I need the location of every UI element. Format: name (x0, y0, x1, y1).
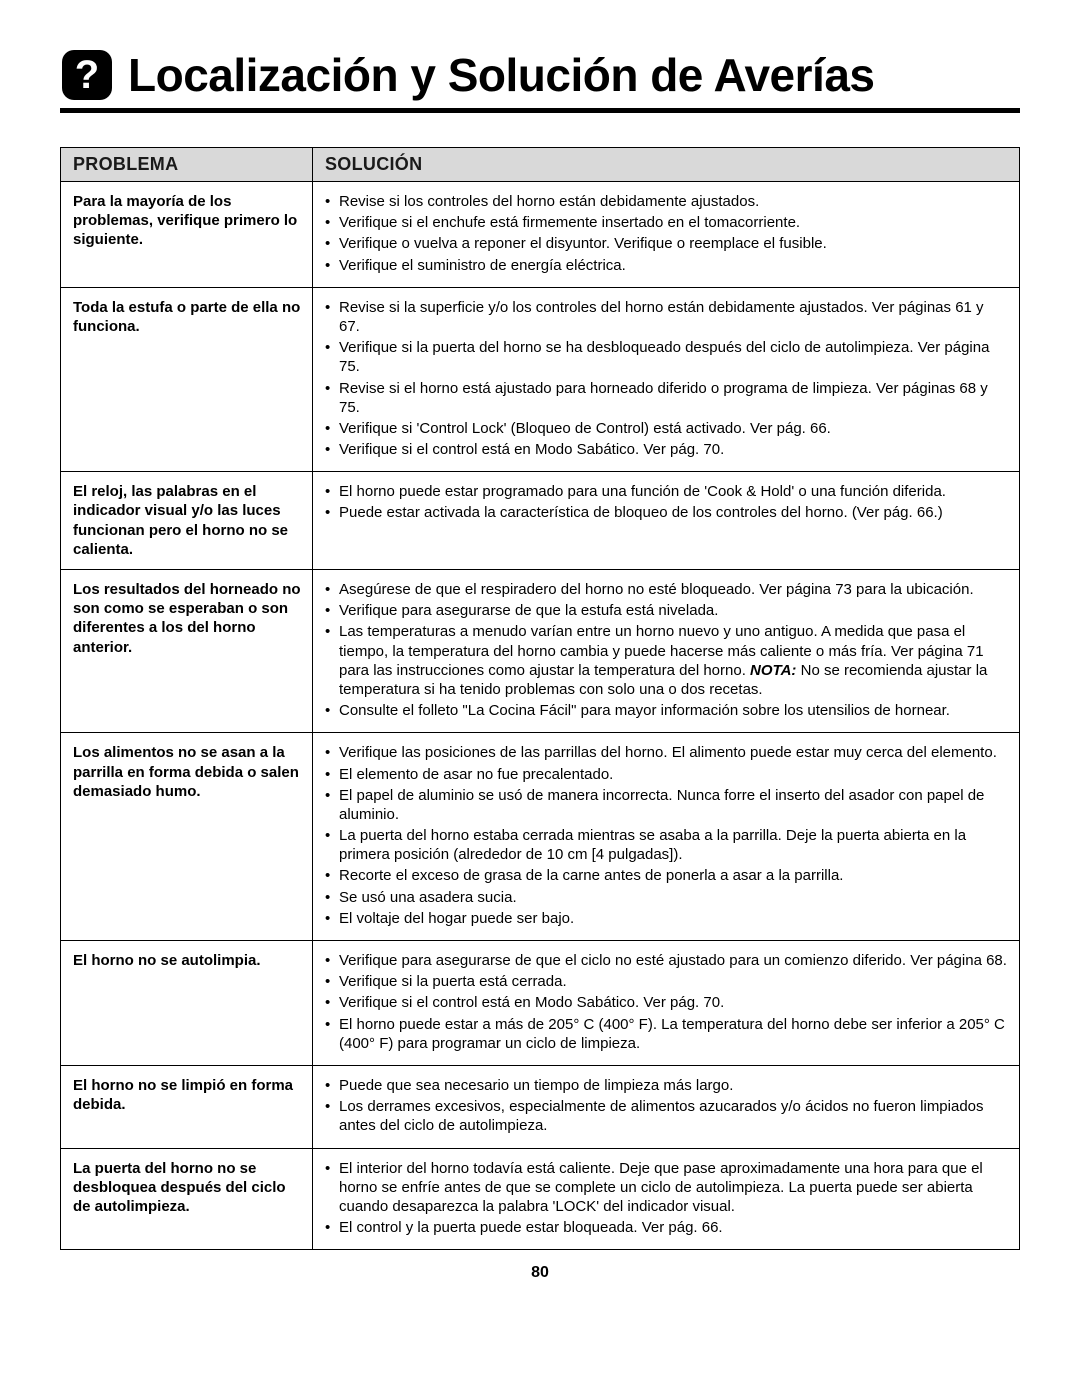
table-row: Los alimentos no se asan a la parrilla e… (61, 733, 1020, 941)
solution-item: Verifique si la puerta del horno se ha d… (325, 338, 1007, 376)
problem-cell: Los resultados del horneado no son como … (61, 570, 313, 733)
solution-item: El interior del horno todavía está calie… (325, 1159, 1007, 1217)
solution-cell: Verifique las posiciones de las parrilla… (313, 733, 1020, 941)
svg-text:?: ? (75, 53, 99, 97)
solution-item: Verifique si 'Control Lock' (Bloqueo de … (325, 419, 1007, 438)
problem-cell: El horno no se limpió en forma debida. (61, 1065, 313, 1148)
problem-cell: La puerta del horno no se desbloquea des… (61, 1148, 313, 1250)
table-row: El horno no se limpió en forma debida. Pu… (61, 1065, 1020, 1148)
solution-list: Asegúrese de que el respiradero del horn… (325, 580, 1007, 720)
table-row: El reloj, las palabras en el indicador v… (61, 472, 1020, 570)
solution-item: Puede estar activada la característica d… (325, 503, 1007, 522)
solution-cell: Puede que sea necesario un tiempo de lim… (313, 1065, 1020, 1148)
solution-list: El interior del horno todavía está calie… (325, 1159, 1007, 1238)
solution-item: Verifique las posiciones de las parrilla… (325, 743, 1007, 762)
page-number: 80 (60, 1264, 1020, 1282)
problem-cell: Toda la estufa o parte de ella no funcio… (61, 287, 313, 472)
solution-item: El voltaje del hogar puede ser bajo. (325, 909, 1007, 928)
page-title-row: ? Localización y Solución de Averías (60, 48, 1020, 102)
solution-item: La puerta del horno estaba cerrada mient… (325, 826, 1007, 864)
solution-item: El horno puede estar a más de 205° C (40… (325, 1015, 1007, 1053)
document-page: ? Localización y Solución de Averías PRO… (0, 0, 1080, 1397)
table-row: Toda la estufa o parte de ella no funcio… (61, 287, 1020, 472)
problem-cell: Para la mayoría de los problemas, verifi… (61, 182, 313, 288)
solution-list: Revise si los controles del horno están … (325, 192, 1007, 275)
solution-item: Puede que sea necesario un tiempo de lim… (325, 1076, 1007, 1095)
header-solution: SOLUCIÓN (313, 148, 1020, 182)
solution-cell: Revise si los controles del horno están … (313, 182, 1020, 288)
table-row: Para la mayoría de los problemas, verifi… (61, 182, 1020, 288)
solution-item: Asegúrese de que el respiradero del horn… (325, 580, 1007, 599)
solution-cell: El horno puede estar programado para una… (313, 472, 1020, 570)
solution-item: Verifique si el control está en Modo Sab… (325, 440, 1007, 459)
problem-cell: El reloj, las palabras en el indicador v… (61, 472, 313, 570)
solution-item: Verifique para asegurarse de que el cicl… (325, 951, 1007, 970)
title-underline (60, 108, 1020, 113)
problem-cell: Los alimentos no se asan a la parrilla e… (61, 733, 313, 941)
solution-item: El horno puede estar programado para una… (325, 482, 1007, 501)
table-body: Para la mayoría de los problemas, verifi… (61, 182, 1020, 1250)
solution-item: Verifique si el enchufe está firmemente … (325, 213, 1007, 232)
solution-cell: Asegúrese de que el respiradero del horn… (313, 570, 1020, 733)
solution-item: Recorte el exceso de grasa de la carne a… (325, 866, 1007, 885)
solution-list: Puede que sea necesario un tiempo de lim… (325, 1076, 1007, 1136)
solution-item: El control y la puerta puede estar bloqu… (325, 1218, 1007, 1237)
solution-item: Verifique el suministro de energía eléct… (325, 256, 1007, 275)
solution-item: Verifique si la puerta está cerrada. (325, 972, 1007, 991)
table-header-row: PROBLEMA SOLUCIÓN (61, 148, 1020, 182)
table-row: Los resultados del horneado no son como … (61, 570, 1020, 733)
solution-cell: El interior del horno todavía está calie… (313, 1148, 1020, 1250)
troubleshooting-table: PROBLEMA SOLUCIÓN Para la mayoría de los… (60, 147, 1020, 1250)
solution-list: Verifique las posiciones de las parrilla… (325, 743, 1007, 928)
solution-item: Revise si los controles del horno están … (325, 192, 1007, 211)
solution-list: Revise si la superficie y/o los controle… (325, 298, 1007, 460)
solution-item: El elemento de asar no fue precalentado. (325, 765, 1007, 784)
problem-cell: El horno no se autolimpia. (61, 941, 313, 1066)
question-mark-icon: ? (60, 48, 114, 102)
solution-item: El papel de aluminio se usó de manera in… (325, 786, 1007, 824)
solution-item: Revise si el horno está ajustado para ho… (325, 379, 1007, 417)
solution-cell: Verifique para asegurarse de que el cicl… (313, 941, 1020, 1066)
solution-item: Los derrames excesivos, especialmente de… (325, 1097, 1007, 1135)
solution-item: Las temperaturas a menudo varían entre u… (325, 622, 1007, 699)
table-row: El horno no se autolimpia. Verifique para… (61, 941, 1020, 1066)
solution-item: Revise si la superficie y/o los controle… (325, 298, 1007, 336)
solution-item: Se usó una asadera sucia. (325, 888, 1007, 907)
table-row: La puerta del horno no se desbloquea des… (61, 1148, 1020, 1250)
solution-list: El horno puede estar programado para una… (325, 482, 1007, 522)
solution-list: Verifique para asegurarse de que el cicl… (325, 951, 1007, 1053)
header-problem: PROBLEMA (61, 148, 313, 182)
solution-item: Consulte el folleto "La Cocina Fácil" pa… (325, 701, 1007, 720)
solution-item: Verifique para asegurarse de que la estu… (325, 601, 1007, 620)
solution-cell: Revise si la superficie y/o los controle… (313, 287, 1020, 472)
page-title: Localización y Solución de Averías (128, 48, 875, 102)
solution-item: Verifique o vuelva a reponer el disyunto… (325, 234, 1007, 253)
solution-item: Verifique si el control está en Modo Sab… (325, 993, 1007, 1012)
